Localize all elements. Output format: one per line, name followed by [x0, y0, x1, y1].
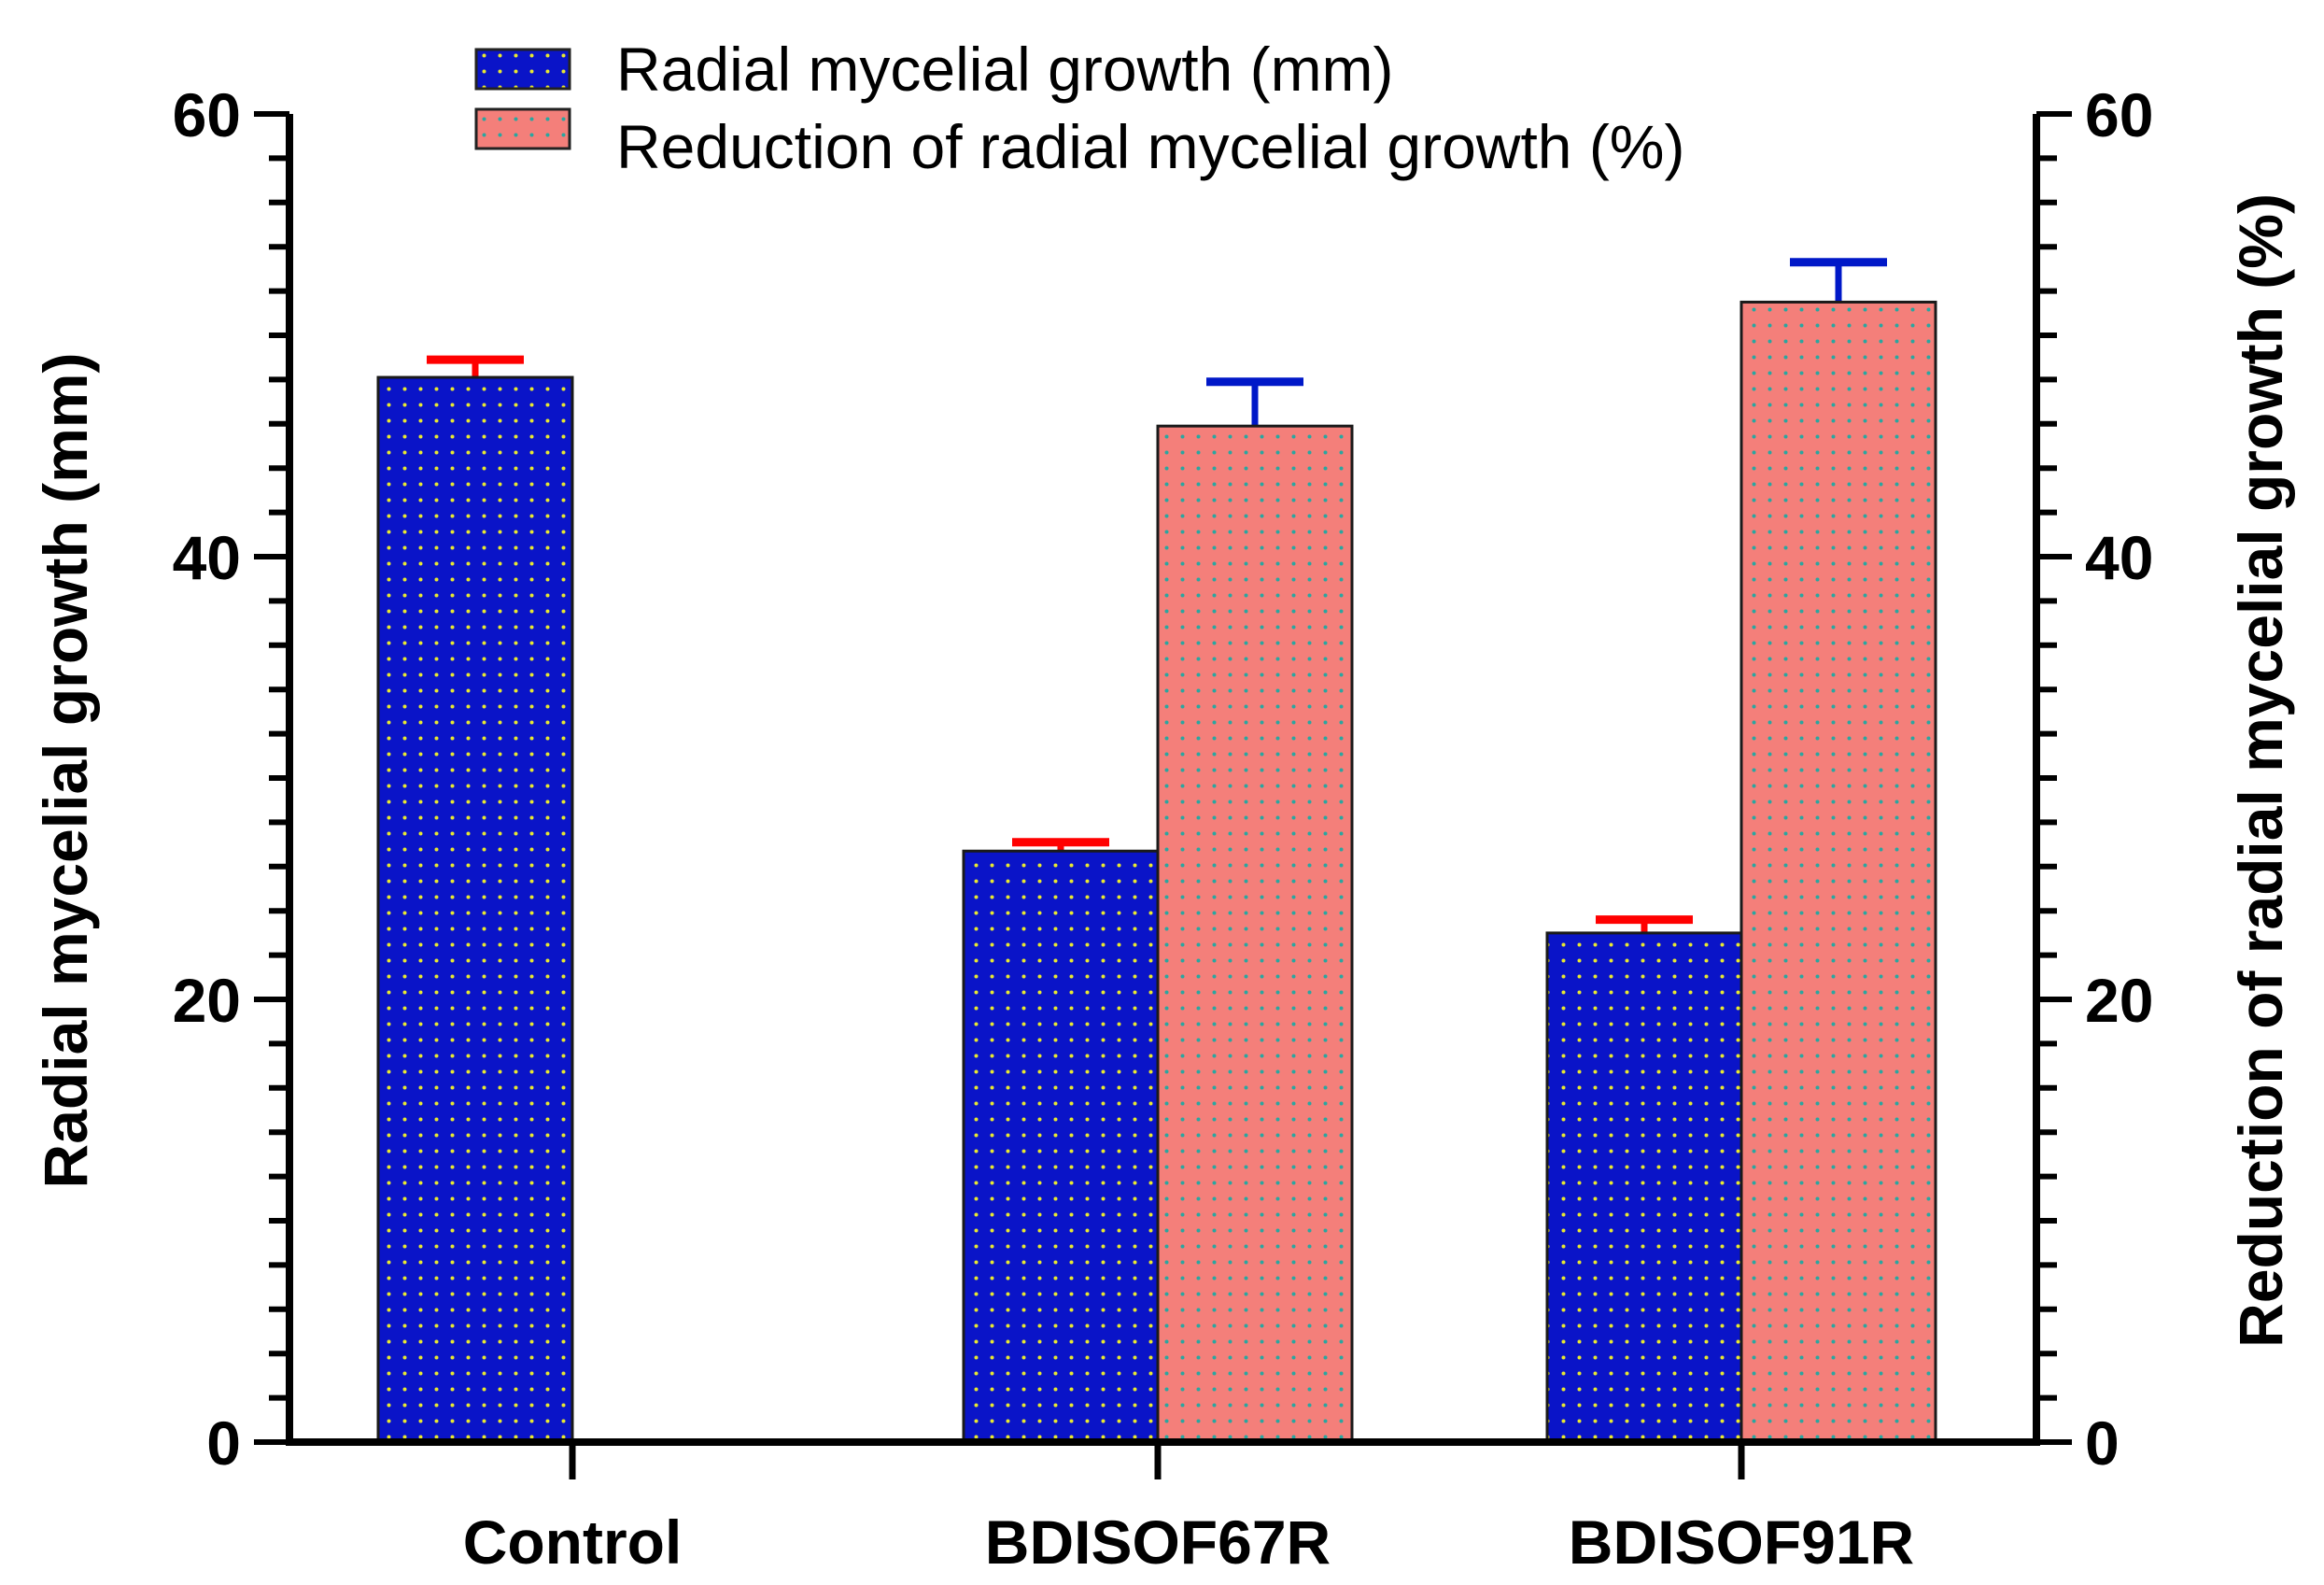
bar-right-2: [1739, 300, 1937, 1444]
legend-swatch-growth: [474, 48, 571, 91]
x-tick-label-Control: Control: [463, 1507, 683, 1577]
bar-left-2: [1545, 931, 1743, 1444]
bar-left-0: [376, 375, 574, 1444]
legend-label-growth: Radial mycelial growth (mm): [616, 35, 1394, 104]
y-left-tick-label-0: 0: [206, 1408, 241, 1478]
y-axis-right-title: Reduction of radial mycelial growth (%): [2226, 193, 2295, 1348]
y-right-tick-label-60: 60: [2085, 80, 2153, 149]
y-right-tick-label-20: 20: [2085, 966, 2153, 1035]
y-left-tick-label-40: 40: [173, 523, 241, 592]
y-left-tick-label-20: 20: [173, 966, 241, 1035]
x-tick-label-BDISOF91R: BDISOF91R: [1569, 1507, 1914, 1577]
bar-right-1: [1156, 424, 1354, 1444]
y-right-tick-label-0: 0: [2085, 1408, 2120, 1478]
legend: Radial mycelial growth (mm) Reduction of…: [474, 35, 1684, 181]
plot-area: 0 20 40 60 0 20 40 60 Control BDISOF67R BDISOF91R: [173, 80, 2154, 1577]
legend-label-reduction: Reduction of radial mycelial growth (%): [616, 112, 1684, 181]
legend-swatch-reduction: [474, 107, 571, 150]
bar-left-1: [962, 849, 1160, 1444]
y-right-tick-label-40: 40: [2085, 523, 2153, 592]
y-axis-left-title: Radial mycelial growth (mm): [31, 353, 100, 1189]
x-tick-label-BDISOF67R: BDISOF67R: [985, 1507, 1331, 1577]
y-left-tick-label-60: 60: [173, 80, 241, 149]
